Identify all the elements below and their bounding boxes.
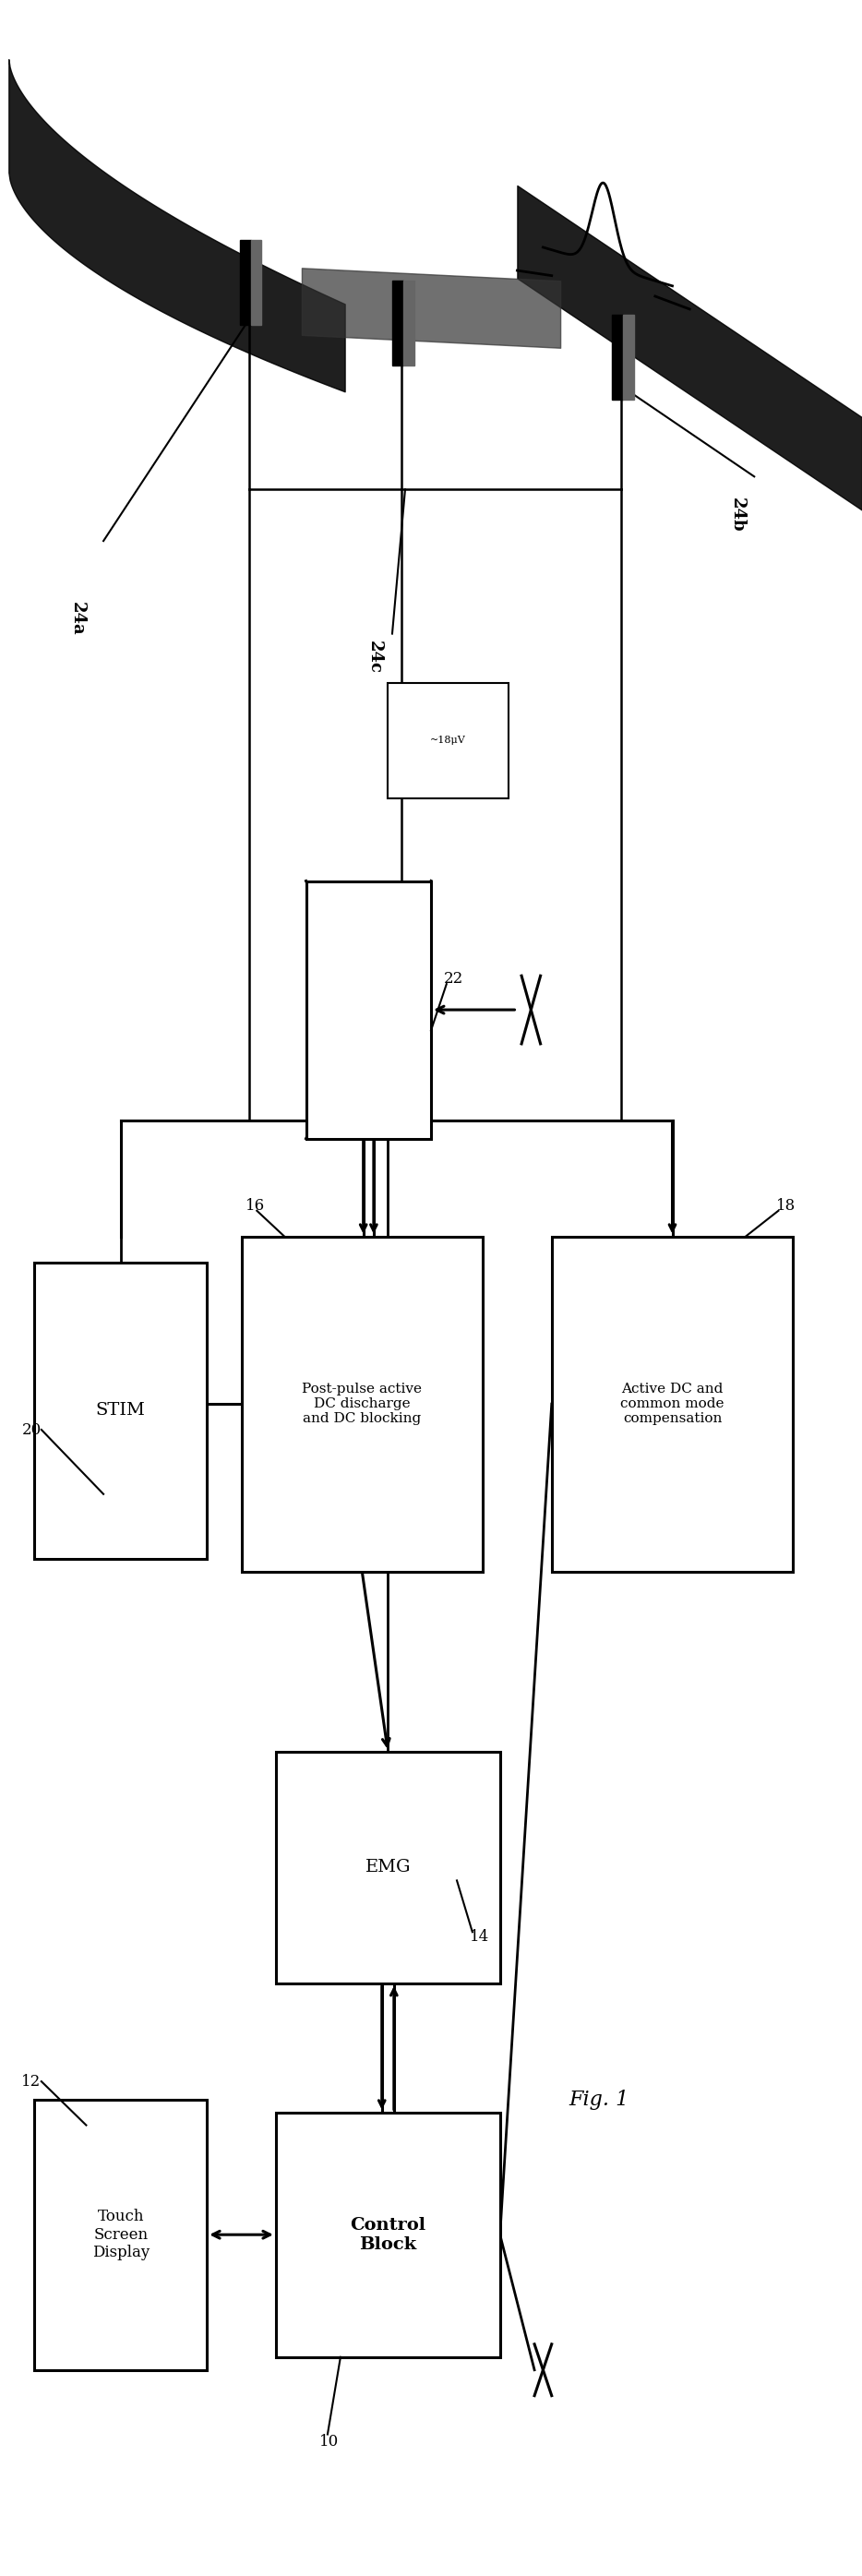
Text: 10: 10 <box>319 2434 339 2450</box>
Text: Touch
Screen
Display: Touch Screen Display <box>92 2208 149 2262</box>
Bar <box>34 2099 207 2370</box>
Bar <box>392 281 403 366</box>
Bar <box>403 281 414 366</box>
Text: 22: 22 <box>444 971 464 987</box>
Text: 24b: 24b <box>728 497 746 533</box>
Bar <box>552 1236 793 1571</box>
Bar <box>276 1752 500 1984</box>
Bar <box>623 314 634 399</box>
Text: 12: 12 <box>22 2074 41 2089</box>
Bar <box>388 683 509 799</box>
Bar <box>240 240 251 325</box>
Text: Fig. 1: Fig. 1 <box>569 2089 629 2110</box>
Text: STIM: STIM <box>96 1401 146 1419</box>
Text: 24a: 24a <box>69 600 86 636</box>
Text: 16: 16 <box>246 1198 265 1213</box>
Bar <box>241 1236 483 1571</box>
Text: 18: 18 <box>776 1198 796 1213</box>
Bar <box>251 240 261 325</box>
Text: EMG: EMG <box>365 1860 410 1875</box>
Text: 24c: 24c <box>366 641 384 672</box>
Text: 14: 14 <box>470 1929 490 1945</box>
Text: Active DC and
common mode
compensation: Active DC and common mode compensation <box>621 1383 724 1425</box>
Text: ~18μV: ~18μV <box>430 737 466 744</box>
Text: 20: 20 <box>22 1422 41 1437</box>
Bar <box>306 881 431 1139</box>
Text: Post-pulse active
DC discharge
and DC blocking: Post-pulse active DC discharge and DC bl… <box>302 1383 422 1425</box>
Bar <box>276 2112 500 2357</box>
Bar <box>612 314 623 399</box>
Bar <box>34 1262 207 1558</box>
Text: Control
Block: Control Block <box>350 2218 426 2251</box>
